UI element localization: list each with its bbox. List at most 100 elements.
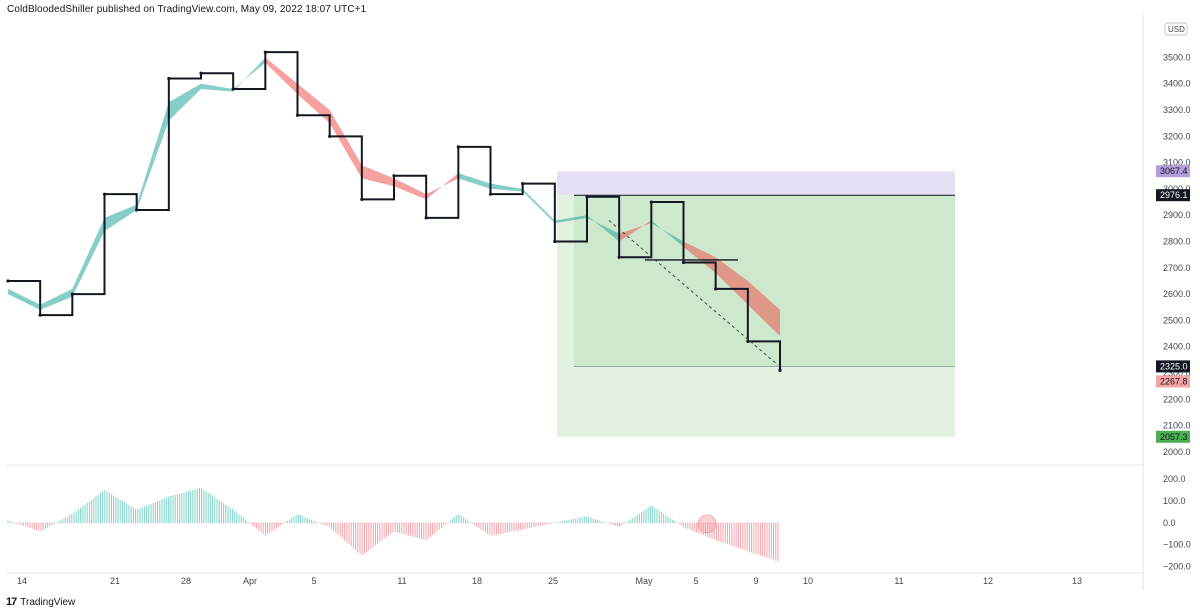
ribbon-segment [554, 215, 587, 224]
price-tick-label: 2700.0 [1163, 263, 1191, 273]
currency-badge [1164, 22, 1188, 36]
ribbon-segment [233, 57, 266, 92]
tradingview-brand: TradingView [20, 596, 76, 608]
ribbon-segment [394, 178, 427, 200]
price-tick-label: 2900.0 [1163, 210, 1191, 220]
tradingview-logo[interactable]: 17 TradingView [6, 596, 75, 608]
time-tick-label: 10 [803, 576, 813, 586]
price-label: 2057.3 [1160, 432, 1188, 442]
price-label-box [1156, 360, 1190, 373]
price-tick-label: 3000.0 [1163, 184, 1191, 194]
osc-tick-label: −200.0 [1163, 561, 1191, 571]
price-point [360, 197, 364, 202]
price-tick-label: 3300.0 [1163, 105, 1191, 115]
ribbon-segment [683, 241, 716, 274]
publisher-line: ColdBloodedShiller published on TradingV… [7, 4, 367, 15]
price-point [102, 192, 107, 196]
ribbon-segment [522, 188, 555, 224]
price-point [746, 339, 750, 344]
time-tick-label: 21 [110, 576, 120, 586]
ribbon-segment [715, 257, 748, 305]
time-tick-label: May [635, 576, 653, 586]
price-tick-label: 2100.0 [1163, 421, 1191, 431]
price-label: 2325.0 [1160, 361, 1188, 371]
price-tick-label: 3100.0 [1163, 158, 1191, 168]
price-point [617, 255, 621, 259]
price-tick-label: 2300.0 [1163, 368, 1191, 378]
price-point [70, 292, 74, 296]
price-label-box [1156, 189, 1190, 202]
price-point [553, 239, 557, 244]
price-tick-label: 3200.0 [1163, 131, 1191, 141]
axes: 3500.0 3400.0 3300.0 3200.0 3100.0 3000.0 2900… [6, 14, 1191, 590]
price-point [167, 76, 171, 81]
osc-tick-label: 0.0 [1163, 518, 1176, 528]
time-tick-label: 14 [17, 576, 27, 586]
price-label-box [1156, 430, 1190, 443]
osc-tick-label: −100.0 [1163, 540, 1191, 550]
price-point [521, 182, 525, 186]
ribbon-segment [136, 102, 169, 210]
price-tick-label: 2800.0 [1163, 237, 1191, 247]
price-point [585, 195, 589, 199]
currency-label: USD [1168, 25, 1185, 34]
ribbon-segment [329, 110, 362, 179]
time-tick-label: 9 [753, 576, 758, 586]
osc-tick-label: 100.0 [1163, 496, 1186, 506]
price-point [6, 279, 10, 283]
price-tick-label: 2000.0 [1163, 447, 1191, 457]
price-label-box [1156, 375, 1190, 388]
price-point [263, 50, 267, 54]
price-label: 3067.4 [1160, 166, 1188, 176]
price-point [714, 287, 718, 291]
price-label: 2976.1 [1160, 190, 1188, 200]
time-tick-label: 12 [983, 576, 993, 586]
time-tick-label: 11 [894, 576, 903, 586]
price-tick-label: 2400.0 [1163, 342, 1191, 352]
time-tick-label: Apr [243, 576, 257, 586]
ribbon-segment [361, 165, 394, 187]
ribbon-segment [72, 217, 105, 297]
price-point [488, 192, 493, 196]
price-point [328, 134, 332, 138]
ribbon-segment [8, 288, 41, 310]
oscillator-pane[interactable] [6, 488, 780, 562]
price-point [424, 216, 428, 220]
price-tick-label: 3400.0 [1163, 79, 1191, 89]
ribbon-segment [297, 83, 330, 124]
price-point [135, 208, 139, 212]
price-point [392, 174, 396, 178]
time-tick-label: 5 [311, 576, 316, 586]
osc-tick-label: 200.0 [1163, 474, 1186, 484]
price-label: 2267.8 [1160, 376, 1188, 386]
price-point [456, 145, 460, 149]
ribbon-segment [265, 57, 298, 95]
price-point [778, 368, 782, 372]
ribbon-segment [104, 204, 137, 231]
price-pane[interactable] [6, 50, 955, 437]
price-point [681, 260, 686, 265]
price-point [231, 87, 235, 91]
time-tick-label: 11 [397, 576, 406, 586]
price-point [38, 313, 42, 317]
time-tick-label: 28 [181, 576, 191, 586]
time-tick-label: 18 [472, 576, 482, 586]
ribbon-segment [587, 215, 620, 242]
stop-zone [557, 171, 955, 196]
ribbon-segment [490, 183, 523, 192]
tradingview-logo-icon: 17 [6, 596, 17, 608]
time-tick-label: 13 [1072, 576, 1082, 586]
price-tick-label: 2600.0 [1163, 289, 1191, 299]
ribbon-segment [458, 173, 491, 189]
price-point [199, 71, 203, 75]
osc-highlight [697, 514, 717, 534]
ribbon-segment [426, 173, 459, 200]
price-point [649, 200, 653, 204]
price-point [295, 113, 300, 117]
target-zone-inner [574, 195, 955, 367]
ribbon-segment [747, 280, 780, 337]
ribbon-segment [168, 83, 201, 121]
time-tick-label: 5 [693, 576, 698, 586]
trend-line [608, 220, 779, 366]
